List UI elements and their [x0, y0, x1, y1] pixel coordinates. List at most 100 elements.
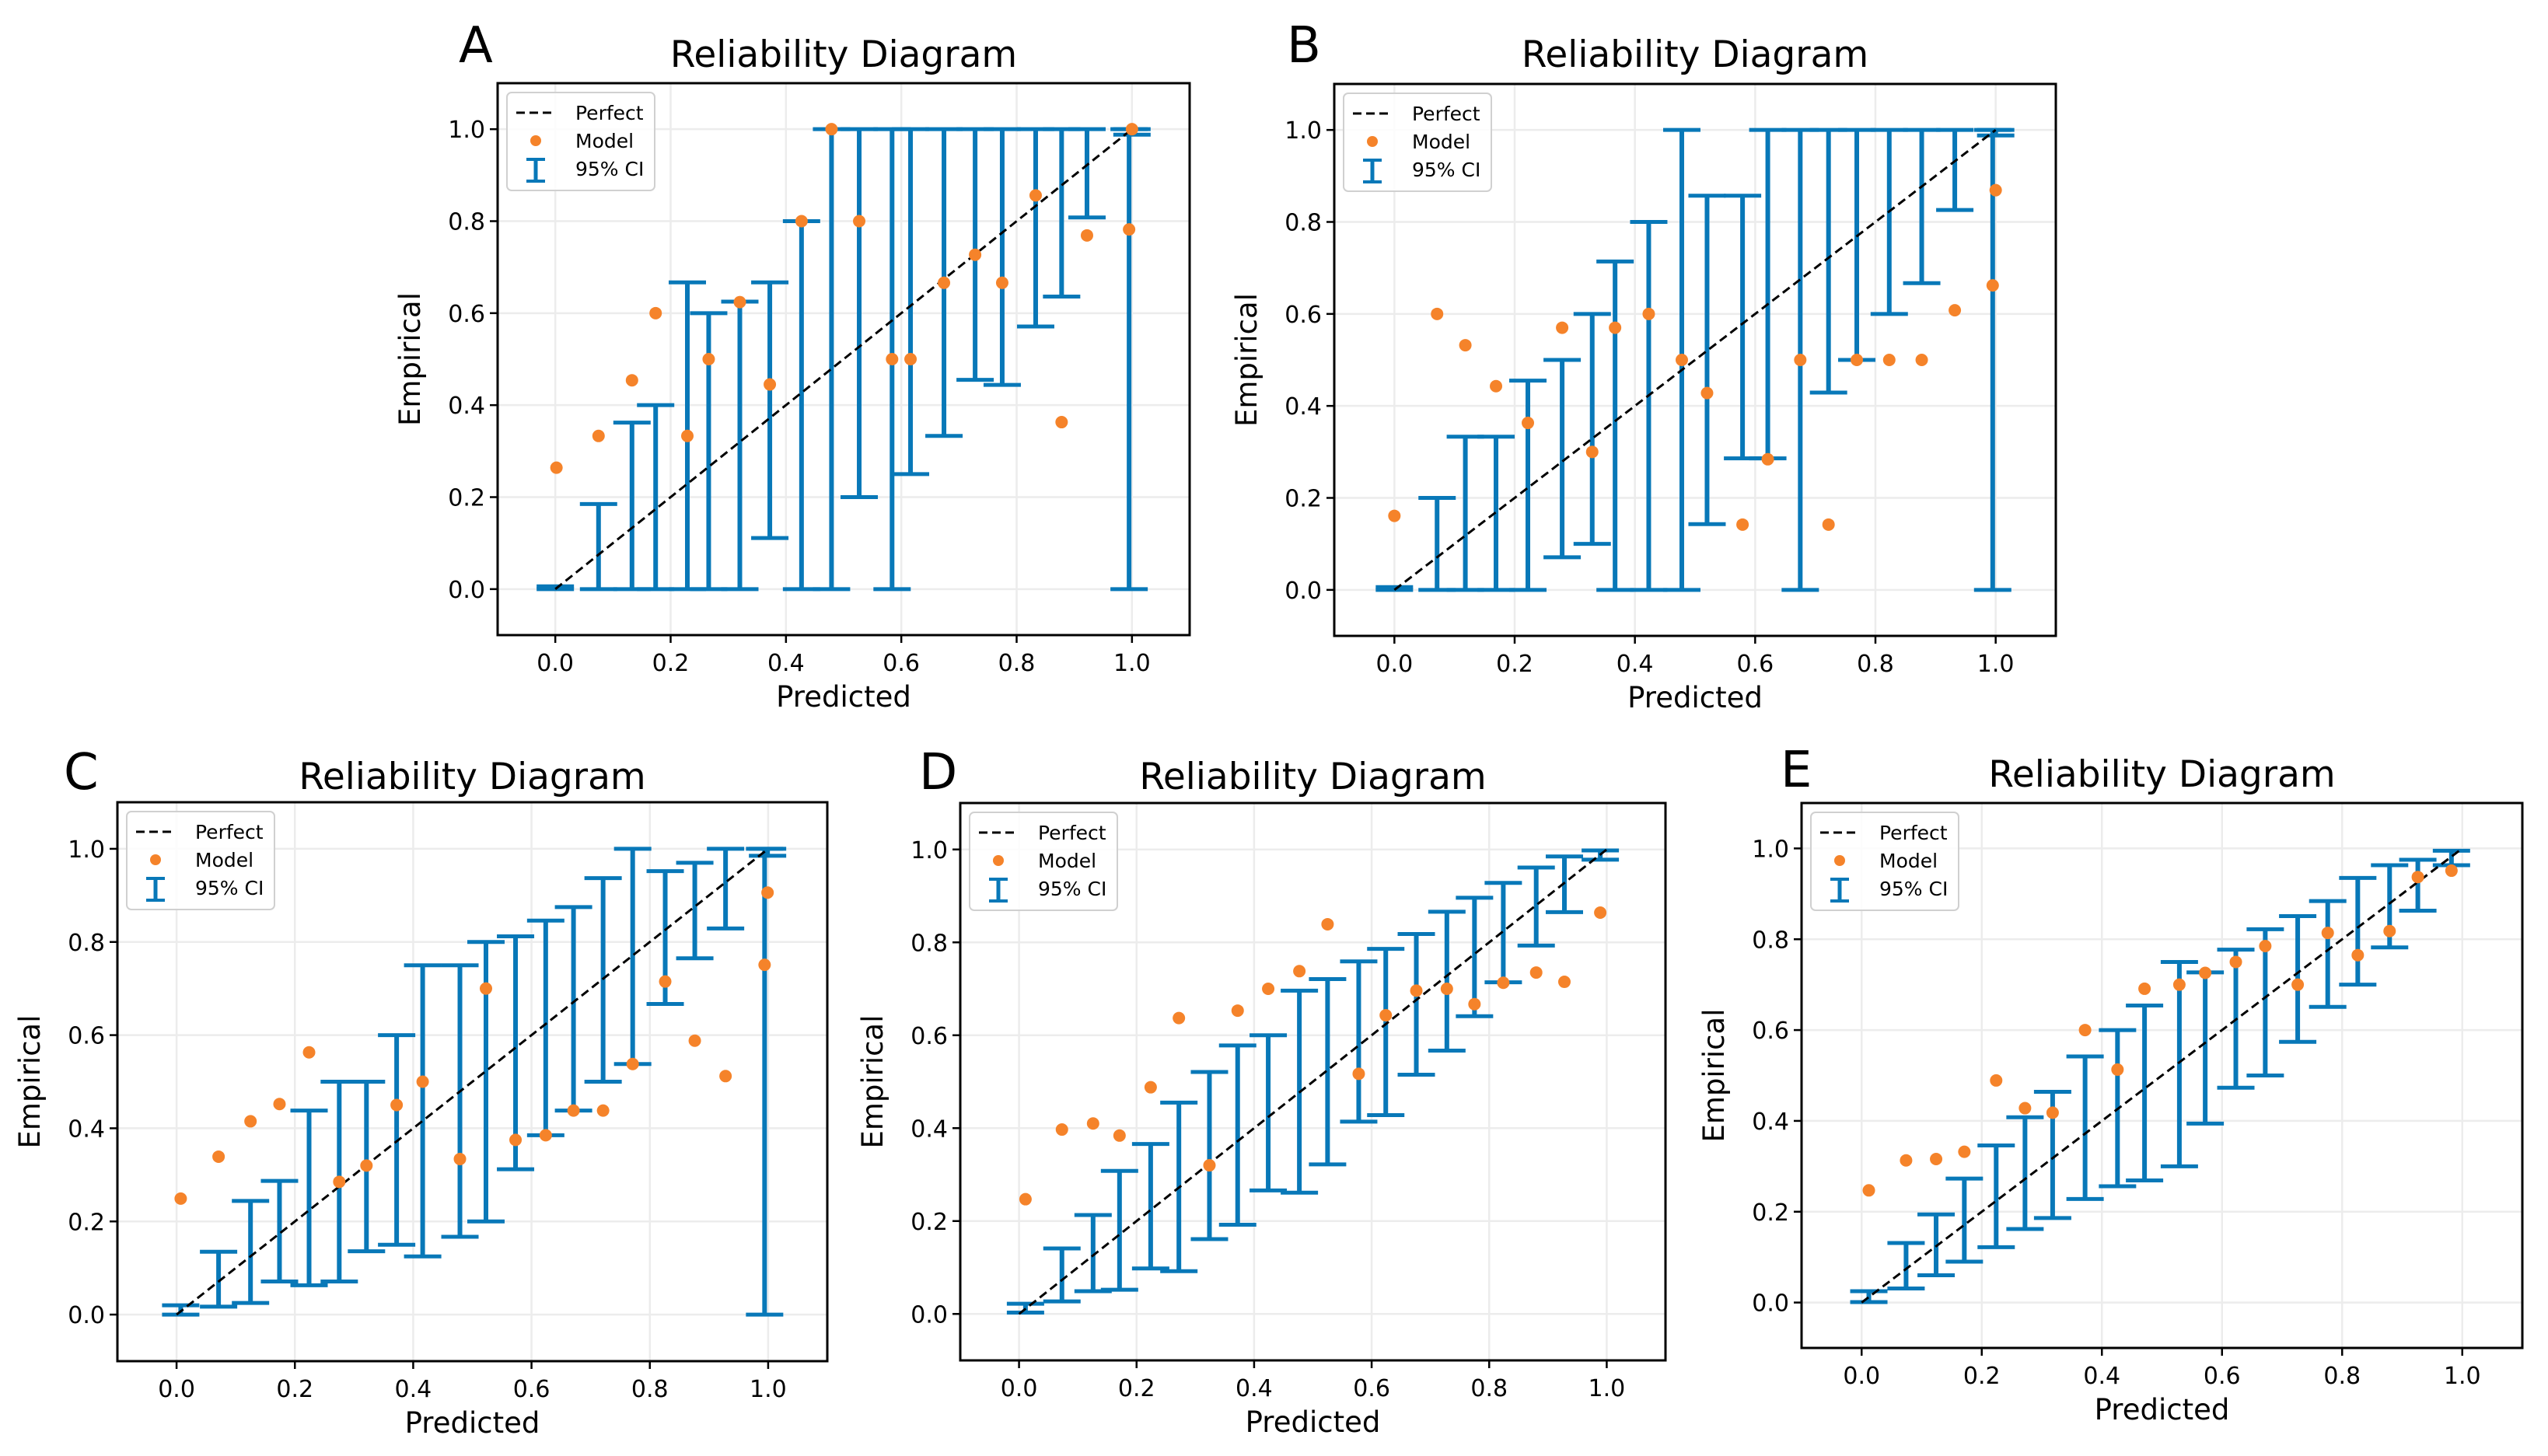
x-tick-label: 0.2 — [1118, 1375, 1155, 1402]
x-tick-label: 0.0 — [537, 650, 574, 677]
model-point — [1086, 1117, 1099, 1130]
model-point — [2172, 978, 2186, 991]
chart-title: Reliability Diagram — [1522, 33, 1868, 76]
model-point — [212, 1150, 225, 1163]
y-tick-label: 0.0 — [1752, 1290, 1789, 1318]
model-point — [853, 215, 866, 228]
x-tick-label: 0.4 — [1617, 651, 1654, 678]
model-point — [1055, 416, 1068, 429]
legend: Perfect Model 95% CI — [1810, 812, 1959, 911]
ci-errorbar — [1809, 127, 1847, 395]
model-point — [626, 1057, 639, 1070]
legend-frame — [126, 811, 275, 910]
x-tick-label: 0.0 — [1375, 651, 1413, 678]
y-tick-label: 0.0 — [1284, 578, 1322, 605]
model-point — [2411, 871, 2424, 884]
ci-errorbar — [1887, 1241, 1925, 1290]
model-point — [1675, 354, 1688, 366]
chart-panel-d: D Reliability Diagram 0.0 0.2 0.4 0.6 0.8 1.0 0.… — [856, 744, 1667, 1439]
model-point — [509, 1133, 523, 1147]
ci-errorbar — [1977, 1143, 2015, 1249]
y-tick-label: 0.8 — [1752, 927, 1789, 954]
ci-errorbar — [404, 963, 442, 1259]
y-tick-label: 1.0 — [68, 836, 105, 864]
ci-errorbar — [1131, 1142, 1169, 1271]
model-point — [453, 1152, 467, 1165]
model-point — [1900, 1154, 1913, 1167]
model-point — [1490, 379, 1503, 393]
chart-panel-a: A Reliability Diagram 0.0 0.2 0.4 0.6 0.8 1.0 0.… — [393, 17, 1191, 714]
chart-title: Reliability Diagram — [1139, 756, 1486, 798]
x-tick-label: 1.0 — [2444, 1363, 2481, 1390]
model-point — [1431, 307, 1444, 320]
axes-frame — [116, 801, 829, 1363]
legend-frame — [1343, 93, 1492, 192]
y-tick-label: 0.2 — [1752, 1199, 1789, 1227]
y-axis-label: Empirical — [1230, 293, 1264, 427]
ci-errorbars — [1006, 848, 1620, 1315]
model-point — [2321, 927, 2334, 940]
ci-errorbar — [1190, 1070, 1229, 1241]
ci-errorbar — [1850, 1289, 1888, 1304]
legend-model-marker-icon — [1834, 855, 1845, 866]
ci-errorbar — [1543, 358, 1582, 560]
ci-errorbar — [1630, 220, 1668, 592]
ci-errorbar — [813, 127, 851, 592]
model-point — [758, 958, 771, 972]
legend-label-ci: 95% CI — [575, 158, 644, 180]
model-point — [1915, 354, 1928, 366]
legend-errorbar-icon — [526, 158, 545, 183]
ci-errorbar — [1006, 1301, 1044, 1315]
x-tick-label: 1.0 — [1113, 650, 1151, 677]
x-tick-label: 1.0 — [1589, 1375, 1626, 1402]
ci-errorbar — [1456, 896, 1494, 1018]
model-point — [2138, 982, 2151, 995]
model-point — [1497, 976, 1510, 990]
model-point — [2078, 1024, 2092, 1037]
x-tick-label: 0.6 — [513, 1376, 550, 1403]
legend: Perfect Model 95% CI — [126, 811, 275, 910]
legend-errorbar-icon — [1830, 878, 1849, 903]
ci-errorbars — [537, 127, 1151, 592]
legend-errorbar-icon — [146, 877, 165, 902]
ci-errorbar — [2399, 857, 2437, 913]
x-tick-label: 0.0 — [1843, 1363, 1880, 1390]
legend-label-ci: 95% CI — [195, 877, 264, 899]
y-tick-label: 0.6 — [1284, 302, 1322, 329]
x-tick-label: 0.4 — [767, 650, 805, 677]
ci-errorbar — [1688, 194, 1726, 526]
legend: Perfect Model 95% CI — [1343, 93, 1492, 192]
model-point — [550, 461, 563, 474]
ci-errorbar — [1043, 1246, 1081, 1304]
panel-letter: D — [919, 744, 957, 801]
model-point — [1352, 1067, 1365, 1081]
x-tick-label: 0.6 — [2204, 1363, 2241, 1390]
model-point — [1388, 509, 1401, 522]
ci-errorbar — [751, 280, 789, 540]
model-point — [1949, 304, 1962, 317]
model-point — [1609, 321, 1622, 334]
model-point — [1019, 1192, 1032, 1206]
chart-title: Reliability Diagram — [1988, 753, 2335, 796]
model-point — [2445, 864, 2458, 878]
y-tick-label: 0.2 — [448, 485, 485, 512]
model-point — [681, 429, 694, 442]
ci-errorbar — [1838, 127, 1876, 362]
model-point — [1529, 966, 1543, 979]
legend-label-model: Model — [1879, 850, 1938, 872]
model-point — [1203, 1159, 1216, 1172]
ci-errorbar — [232, 1199, 270, 1305]
axes-frame — [1800, 801, 2524, 1350]
model-point — [2111, 1063, 2124, 1076]
model-point — [625, 374, 638, 387]
legend-model-marker-icon — [993, 855, 1004, 866]
model-point — [2383, 924, 2396, 937]
axes-frame — [959, 801, 1667, 1362]
model-points — [1862, 864, 2458, 1197]
model-point — [1700, 386, 1714, 400]
x-tick-label: 1.0 — [1977, 651, 2015, 678]
model-point — [1862, 1184, 1875, 1197]
ci-errorbar — [1110, 127, 1148, 592]
y-tick-label: 0.0 — [910, 1301, 948, 1329]
model-point — [2229, 955, 2242, 969]
